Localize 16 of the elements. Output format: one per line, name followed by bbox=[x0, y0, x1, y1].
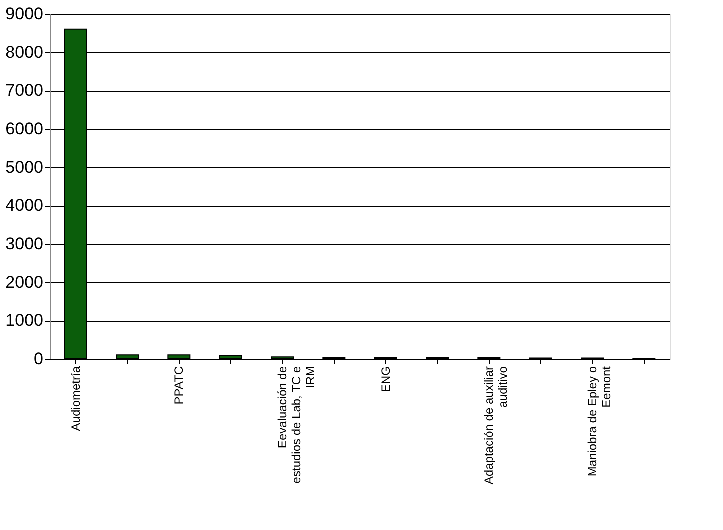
x-tick-label: Adaptación de auxiliar auditivo bbox=[482, 366, 510, 485]
y-tick-label: 3000 bbox=[6, 234, 44, 254]
y-tick-label: 7000 bbox=[6, 81, 44, 100]
y-tick-label: 6000 bbox=[6, 120, 44, 138]
x-tick-label: Eevaluación de estudios de Lab, TC e IRM bbox=[276, 366, 318, 484]
y-tick-label: 2000 bbox=[6, 272, 44, 292]
x-tick-label: PPATC bbox=[172, 366, 186, 405]
x-tick-label: Maniobra de Epley o Eemont bbox=[586, 366, 614, 477]
y-tick-label: 0 bbox=[34, 350, 44, 368]
y-tick-label: 5000 bbox=[6, 158, 44, 177]
y-tick-label: 1000 bbox=[6, 311, 44, 330]
y-tick-label: 4000 bbox=[6, 196, 44, 216]
x-tick-label: ENG bbox=[378, 366, 393, 393]
y-tick-label: 9000 bbox=[6, 4, 44, 24]
y-tick-label: 8000 bbox=[6, 42, 44, 62]
x-tick-label: Audiometría bbox=[68, 366, 83, 432]
